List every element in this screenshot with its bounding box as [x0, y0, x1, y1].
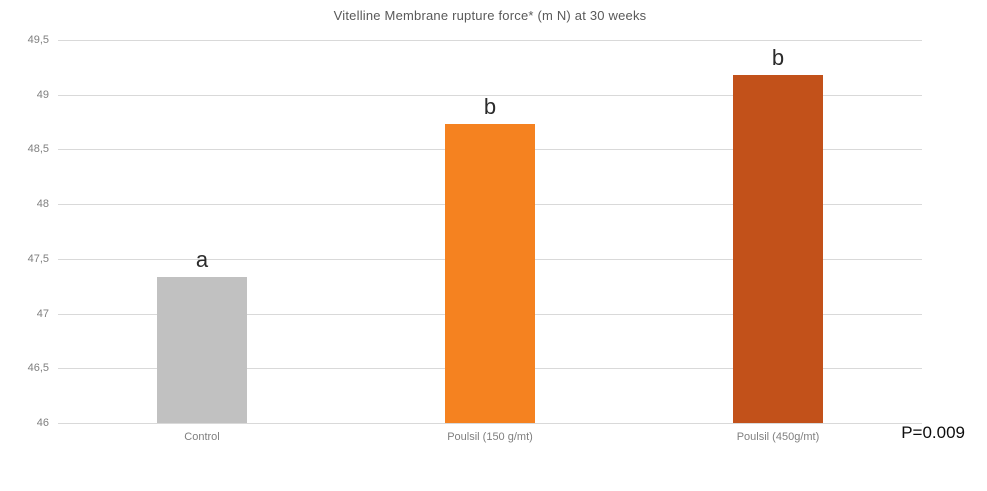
gridline [58, 40, 922, 41]
x-axis-label: Poulsil (450g/mt) [736, 431, 820, 443]
y-tick-label: 46 [36, 417, 49, 429]
bar-poulsil-450g-mt [733, 75, 823, 423]
gridline [58, 94, 922, 96]
bar-poulsil-150-g-mt [445, 124, 535, 423]
chart-title: Vitelline Membrane rupture force* (m N) … [333, 8, 647, 23]
y-tick-label: 47 [36, 307, 49, 320]
x-axis-label: Control [184, 431, 220, 443]
y-tick-label: 49 [36, 88, 49, 101]
significance-letter: a [195, 247, 209, 273]
significance-letter: b [771, 45, 785, 71]
gridline [58, 423, 922, 424]
y-tick-label: 46,5 [27, 362, 49, 375]
plot-area: a b b [58, 40, 922, 424]
significance-letter: b [483, 94, 497, 120]
bar-control [157, 277, 247, 423]
x-axis-label: Poulsil (150 g/mt) [447, 431, 533, 443]
p-value-annotation: P=0.009 [901, 423, 965, 442]
y-tick-label: 47,5 [27, 252, 49, 265]
y-tick-label: 48 [36, 198, 49, 211]
y-tick-label: 49,5 [27, 34, 49, 46]
y-tick-label: 48,5 [27, 143, 49, 156]
